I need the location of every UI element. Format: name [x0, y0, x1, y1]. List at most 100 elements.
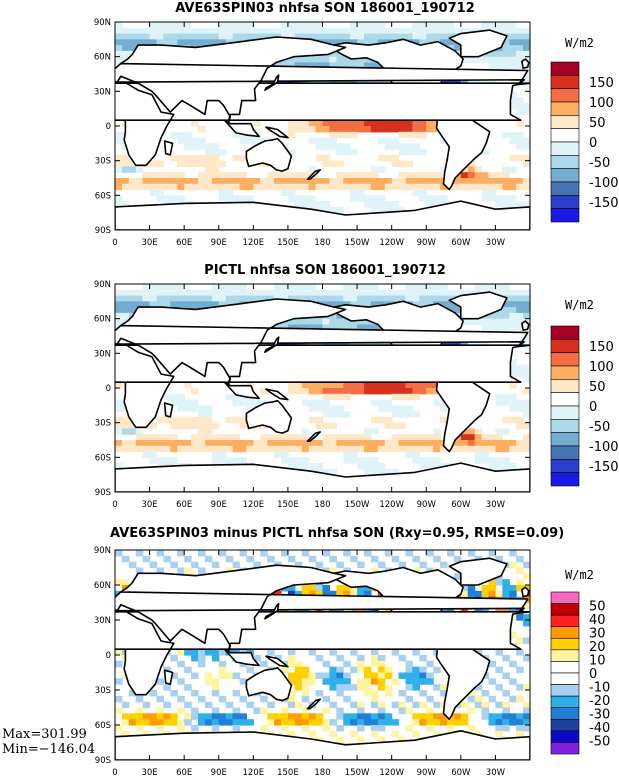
field-cell: [115, 289, 123, 297]
field-cell: [370, 126, 379, 133]
field-cell: [481, 183, 490, 191]
field-cell: [163, 22, 171, 29]
field-cell: [336, 707, 344, 714]
field-cell: [412, 678, 420, 685]
field-cell: [370, 730, 379, 738]
field-cell: [391, 206, 400, 214]
field-cell: [350, 382, 358, 389]
field-cell: [433, 27, 441, 35]
field-cell: [329, 289, 337, 297]
field-cell: [191, 707, 199, 714]
field-cell: [516, 684, 524, 691]
field-cell: [523, 108, 530, 116]
field-cell: [218, 183, 227, 191]
field-cell: [308, 27, 317, 35]
field-cell: [495, 684, 503, 691]
field-cell: [398, 707, 407, 714]
field-cell: [294, 590, 303, 598]
field-cell: [447, 27, 455, 35]
field-cell: [322, 422, 331, 430]
field-cell: [370, 120, 379, 127]
field-cell: [364, 590, 372, 598]
field-cell: [294, 382, 303, 389]
field-cell: [481, 324, 490, 331]
field-cell: [350, 730, 358, 738]
field-cell: [177, 172, 185, 179]
field-cell: [287, 62, 296, 69]
field-cell: [177, 678, 185, 685]
colorbar-swatch: [550, 141, 580, 156]
field-cell: [488, 172, 497, 179]
field-cell: [509, 201, 517, 208]
field-cell: [481, 690, 490, 697]
field-cell: [301, 195, 310, 202]
field-cell: [225, 416, 234, 424]
field-cell: [239, 550, 248, 557]
field-cell: [315, 143, 324, 150]
field-cell: [523, 388, 530, 395]
field-cell: [364, 183, 372, 191]
lon-tick-label: 60E: [176, 238, 192, 248]
field-cell: [294, 713, 303, 720]
field-cell: [115, 416, 123, 424]
field-cell: [281, 284, 289, 291]
field-cell: [502, 56, 510, 64]
field-cell: [370, 457, 379, 464]
field-cell: [177, 27, 185, 35]
field-cell: [516, 405, 524, 412]
field-cell: [343, 131, 351, 139]
field-cell: [336, 666, 344, 674]
field-cell: [281, 295, 289, 302]
field-cell: [370, 416, 379, 424]
field-cell: [232, 284, 241, 291]
field-cell: [163, 289, 171, 297]
land-new-guinea: [265, 655, 289, 668]
field-cell: [453, 183, 462, 191]
field-cell: [370, 206, 379, 214]
lon-tick-label: 30W: [486, 768, 506, 778]
field-cell: [433, 684, 441, 691]
field-cell: [398, 183, 407, 191]
field-cell: [474, 445, 483, 453]
field-cell: [502, 399, 510, 406]
field-cell: [115, 649, 123, 656]
field-cell: [315, 154, 324, 162]
field-cell: [523, 50, 530, 58]
field-cell: [412, 172, 420, 179]
field-cell: [509, 301, 517, 308]
field-cell: [343, 289, 351, 297]
field-cell: [405, 678, 414, 685]
field-cell: [516, 649, 524, 656]
field-cell: [301, 289, 310, 297]
field-cell: [191, 388, 199, 395]
field-cell: [474, 695, 483, 703]
field-cell: [156, 434, 165, 441]
field-cell: [412, 39, 420, 46]
field-cell: [419, 463, 427, 470]
field-cell: [315, 120, 324, 127]
lat-tick-label: 90N: [94, 546, 111, 556]
field-cell: [287, 183, 296, 191]
field-cell: [350, 172, 358, 179]
field-cell: [523, 573, 530, 580]
field-cell: [301, 550, 310, 557]
field-cell: [218, 434, 227, 441]
lat-tick-label: 30S: [95, 157, 111, 167]
field-cell: [343, 143, 351, 150]
colorbar-label: 10: [589, 654, 606, 669]
field-cell: [253, 655, 261, 662]
field-cell: [467, 725, 476, 732]
field-cell: [419, 131, 427, 139]
field-cell: [495, 172, 503, 179]
field-cell: [516, 324, 524, 331]
field-cell: [287, 289, 296, 297]
field-cell: [322, 160, 331, 168]
lon-tick-label: 90E: [211, 500, 227, 510]
land-new-zealand: [306, 169, 321, 180]
field-cell: [294, 660, 303, 668]
field-cell: [391, 440, 400, 447]
field-cell: [509, 137, 517, 144]
field-cell: [232, 295, 241, 302]
field-cell: [419, 382, 427, 389]
field-cell: [308, 399, 317, 406]
